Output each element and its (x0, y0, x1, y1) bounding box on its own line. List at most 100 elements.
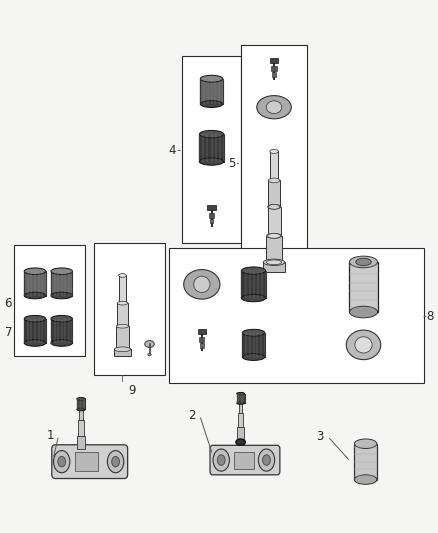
Ellipse shape (77, 398, 85, 400)
Bar (79, 407, 83, 420)
Ellipse shape (184, 270, 220, 299)
Ellipse shape (241, 294, 265, 302)
Bar (263, 262, 285, 272)
Bar (77, 399, 85, 409)
Bar (272, 66, 277, 71)
Ellipse shape (237, 392, 244, 395)
Ellipse shape (199, 158, 223, 165)
Bar (266, 236, 282, 262)
FancyBboxPatch shape (210, 445, 280, 475)
Ellipse shape (51, 292, 72, 299)
Ellipse shape (145, 341, 154, 348)
Ellipse shape (77, 408, 85, 411)
Bar (268, 181, 279, 207)
Ellipse shape (350, 306, 378, 318)
Ellipse shape (350, 256, 378, 268)
Ellipse shape (242, 329, 265, 336)
Bar (24, 319, 46, 343)
Ellipse shape (266, 101, 282, 114)
Bar (207, 205, 216, 210)
Ellipse shape (58, 456, 66, 467)
Ellipse shape (200, 75, 223, 82)
Ellipse shape (266, 260, 282, 265)
Text: 2: 2 (188, 409, 195, 422)
Bar (350, 262, 378, 312)
Ellipse shape (51, 316, 72, 322)
Ellipse shape (112, 456, 120, 467)
Bar (51, 319, 72, 343)
Ellipse shape (51, 340, 72, 346)
Ellipse shape (114, 347, 131, 352)
Ellipse shape (51, 268, 72, 274)
Bar (354, 443, 377, 480)
Bar (200, 343, 204, 348)
Ellipse shape (213, 449, 230, 471)
Bar (24, 271, 46, 295)
Ellipse shape (199, 131, 223, 138)
Bar (237, 427, 244, 439)
Ellipse shape (194, 276, 210, 293)
Bar (78, 420, 84, 436)
Text: 3: 3 (316, 430, 323, 443)
Ellipse shape (268, 205, 280, 209)
Ellipse shape (268, 205, 279, 209)
Bar (117, 326, 128, 349)
Ellipse shape (258, 449, 275, 471)
Bar (238, 413, 243, 427)
Ellipse shape (119, 273, 127, 277)
Ellipse shape (236, 439, 245, 445)
Text: 5: 5 (228, 157, 236, 170)
Bar (200, 79, 223, 104)
Text: 8: 8 (426, 310, 433, 323)
Bar (94, 243, 165, 375)
Ellipse shape (117, 301, 127, 305)
Bar (234, 451, 254, 469)
Bar (198, 329, 206, 334)
Bar (119, 276, 127, 303)
Ellipse shape (242, 353, 265, 360)
Bar (241, 271, 265, 298)
Ellipse shape (148, 353, 151, 356)
Text: 1: 1 (47, 429, 54, 442)
Bar (117, 303, 127, 326)
Bar (209, 213, 214, 218)
Text: 7: 7 (5, 326, 12, 339)
Bar (170, 248, 424, 383)
Ellipse shape (356, 259, 371, 265)
Ellipse shape (24, 292, 46, 299)
Ellipse shape (257, 95, 291, 119)
Ellipse shape (24, 268, 46, 274)
Ellipse shape (268, 233, 280, 238)
Ellipse shape (117, 325, 128, 328)
Bar (270, 151, 278, 181)
Bar (51, 271, 72, 295)
Bar (270, 58, 278, 63)
Bar (240, 45, 307, 285)
Text: 9: 9 (128, 384, 136, 397)
Ellipse shape (24, 316, 46, 322)
Ellipse shape (270, 149, 278, 154)
Ellipse shape (217, 455, 225, 465)
Ellipse shape (355, 337, 372, 353)
Bar (237, 393, 244, 403)
Ellipse shape (237, 402, 244, 405)
Bar (199, 134, 223, 161)
Ellipse shape (354, 439, 377, 448)
Bar (239, 401, 242, 413)
Bar (199, 337, 205, 342)
Ellipse shape (53, 450, 70, 473)
Bar (74, 452, 99, 471)
Ellipse shape (200, 101, 223, 108)
Bar (210, 219, 213, 223)
FancyBboxPatch shape (52, 445, 127, 479)
Ellipse shape (263, 455, 270, 465)
Ellipse shape (24, 340, 46, 346)
Ellipse shape (346, 330, 381, 360)
Ellipse shape (354, 475, 377, 484)
Bar (77, 436, 85, 449)
Bar (242, 333, 265, 357)
Bar (114, 349, 131, 356)
Bar (182, 55, 240, 243)
Ellipse shape (241, 267, 265, 274)
Ellipse shape (107, 450, 124, 473)
